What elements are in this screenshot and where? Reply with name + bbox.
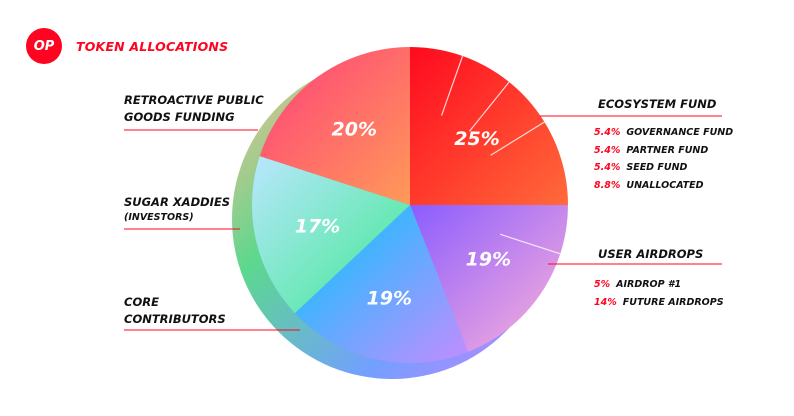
ecosystem-breakdown-item: 8.8% UNALLOCATED bbox=[594, 179, 704, 191]
core-contributors-label: CORE CONTRIBUTORS bbox=[124, 295, 226, 326]
slice-breakdown-divider bbox=[469, 81, 510, 132]
slice-percent-label: 20% bbox=[332, 118, 377, 140]
slice-percent-label: 17% bbox=[295, 216, 340, 238]
slice-user-airdrops bbox=[410, 205, 568, 352]
user-airdrops-label: USER AIRDROPS bbox=[598, 247, 704, 261]
slice-ecosystem-fund bbox=[410, 47, 568, 205]
retro-funding-label: RETROACTIVE PUBLIC GOODS FUNDING bbox=[124, 93, 264, 124]
header: OP TOKEN ALLOCATIONS bbox=[26, 28, 228, 64]
airdrop-breakdown-item: 5% AIRDROP #1 bbox=[594, 279, 682, 290]
slice-breakdown-divider bbox=[490, 121, 545, 156]
ecosystem-breakdown-item: 5.4% SEED FUND bbox=[594, 162, 688, 173]
ecosystem-breakdown-list: 5.4% GOVERNANCE FUND 5.4% PARTNER FUND 5.4… bbox=[594, 124, 733, 194]
investors-sublabel: (INVESTORS) bbox=[124, 212, 194, 223]
page-title: TOKEN ALLOCATIONS bbox=[76, 38, 229, 54]
ecosystem-breakdown-item: 5.4% GOVERNANCE FUND bbox=[594, 127, 734, 138]
ecosystem-fund-label: ECOSYSTEM FUND bbox=[598, 97, 717, 111]
airdrop-breakdown-item: 14% FUTURE AIRDROPS bbox=[594, 296, 724, 308]
slice-breakdown-divider bbox=[440, 55, 464, 116]
ecosystem-breakdown-item: 5.4% PARTNER FUND bbox=[594, 144, 709, 156]
slice-retro-funding bbox=[259, 47, 410, 205]
sugar-xaddies-label: SUGAR XADDIES bbox=[124, 195, 231, 209]
slice-sugar-xaddies bbox=[251, 156, 410, 314]
op-logo: OP bbox=[26, 28, 62, 64]
slice-breakdown-divider bbox=[499, 233, 561, 255]
slice-percent-label: 25% bbox=[454, 128, 499, 150]
slice-percent-label: 19% bbox=[367, 288, 412, 310]
airdrop-breakdown-list: 5% AIRDROP #1 14% FUTURE AIRDROPS bbox=[594, 276, 724, 311]
slice-core-contributors bbox=[294, 205, 469, 363]
slice-percent-label: 19% bbox=[466, 248, 511, 270]
